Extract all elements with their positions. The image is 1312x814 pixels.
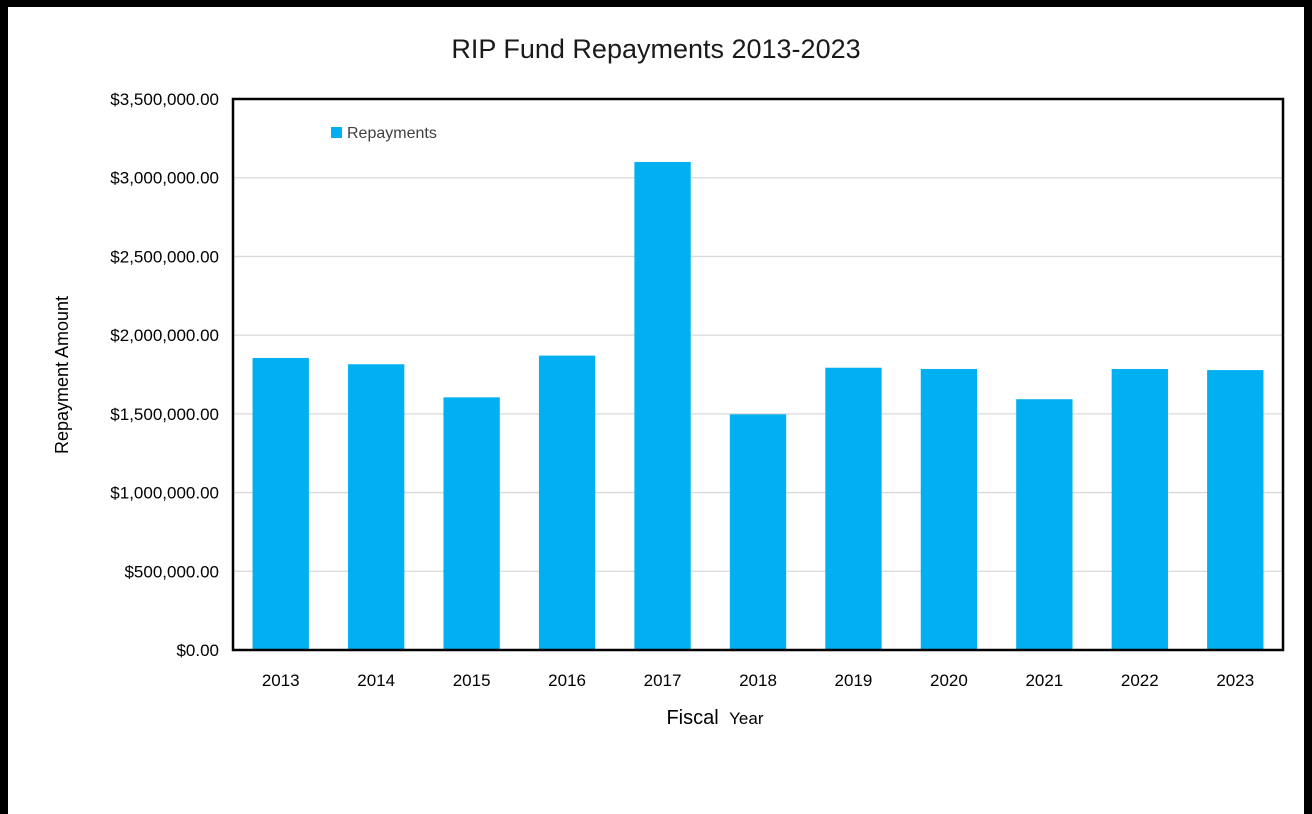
x-tick-label: 2017 [644, 671, 682, 690]
bar-2018 [729, 414, 787, 650]
x-tick-label: 2020 [930, 671, 968, 690]
y-tick-label: $2,500,000.00 [110, 247, 219, 266]
x-tick-label: 2021 [1025, 671, 1063, 690]
x-tick-label: 2016 [548, 671, 586, 690]
bar-2017 [634, 161, 691, 650]
bars [252, 161, 1264, 650]
x-tick-label: 2019 [835, 671, 873, 690]
x-tick-label: 2015 [453, 671, 491, 690]
bar-2013 [252, 357, 309, 650]
y-tick-label: $500,000.00 [124, 562, 219, 581]
y-axis-label: Repayment Amount [52, 296, 72, 454]
x-tick-label: 2014 [357, 671, 395, 690]
x-axis-label: Fiscal Year [666, 707, 763, 729]
x-tick-label: 2018 [739, 671, 777, 690]
bar-2014 [348, 364, 405, 650]
legend-swatch [331, 127, 342, 138]
bar-2019 [825, 367, 882, 650]
x-tick-labels: 2013 2014 2015 2016 2017 2018 2019 2020 2021 2022… [262, 671, 1254, 690]
x-tick-label: 2013 [262, 671, 300, 690]
y-tick-label: $1,000,000.00 [110, 484, 219, 503]
x-tick-label: 2023 [1216, 671, 1254, 690]
plot-area-border [231, 97, 1285, 652]
y-tick-label: $3,500,000.00 [110, 90, 219, 109]
y-tick-labels: $0.00 $500,000.00 $1,000,000.00 $1,500,000.… [110, 90, 219, 660]
bar-2022 [1111, 368, 1168, 650]
x-axis-label-part-2: Year [729, 709, 764, 728]
bar-2015 [443, 397, 500, 650]
bar-2020 [920, 368, 978, 650]
legend-label: Repayments [347, 125, 437, 142]
x-axis-label-part-1: Fiscal [666, 707, 718, 729]
x-tick-label: 2022 [1121, 671, 1159, 690]
bar-2021 [1016, 399, 1073, 650]
bar-2023 [1207, 370, 1264, 650]
bar-2016 [538, 355, 596, 650]
y-tick-label: $1,500,000.00 [110, 405, 219, 424]
chart-title: RIP Fund Repayments 2013-2023 [451, 34, 860, 64]
y-tick-label: $2,000,000.00 [110, 326, 219, 345]
y-tick-label: $3,000,000.00 [110, 169, 219, 188]
y-tick-label: $0.00 [176, 641, 219, 660]
